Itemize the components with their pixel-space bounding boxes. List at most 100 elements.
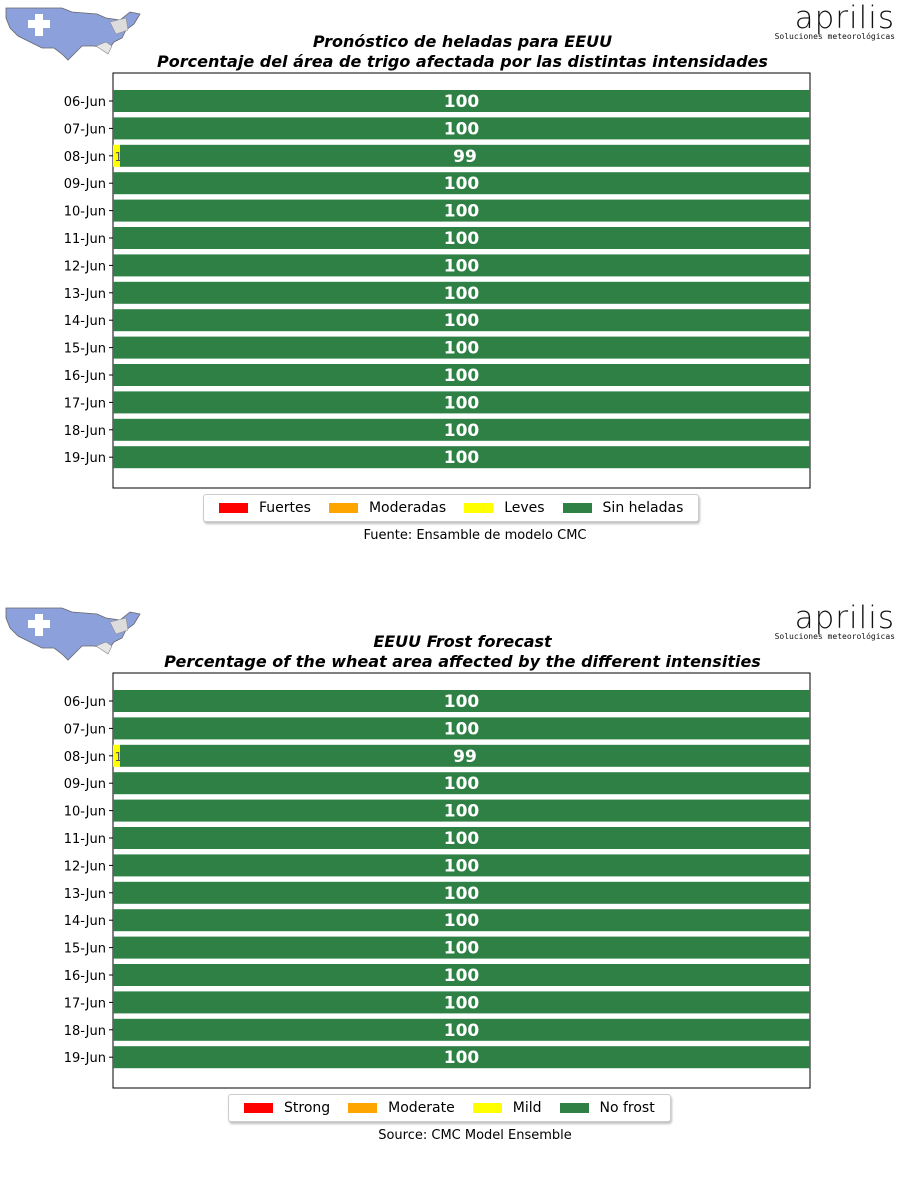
bar-segment-no_frost (113, 799, 810, 822)
us-map-icon (5, 7, 141, 61)
legend-swatch (464, 503, 494, 513)
bar-value-label: 100 (444, 993, 480, 1013)
y-tick-label: 10-Jun (64, 805, 106, 820)
bar-segment-no_frost (113, 1018, 810, 1041)
bar-segment-no_frost (113, 281, 810, 304)
y-tick-label: 15-Jun (64, 942, 106, 957)
bar-value-label: 100 (444, 256, 480, 276)
chart-title-line1: Pronóstico de heladas para EEUU (312, 32, 613, 51)
legend-label: Moderadas (368, 500, 447, 516)
legend-label: Sin heladas (602, 500, 684, 516)
y-tick-label: 06-Jun (64, 95, 106, 110)
bar-value-label: 1 (115, 150, 123, 164)
legend-label: Mild (512, 1100, 542, 1116)
bar-segment-no_frost (113, 227, 810, 249)
source-note: Fuente: Ensamble de modelo CMC (363, 528, 587, 543)
bar-value-label: 100 (444, 311, 480, 331)
legend-swatch (244, 1103, 273, 1113)
brand-name: aprilis (794, 600, 895, 636)
y-tick-label: 14-Jun (64, 314, 106, 329)
y-tick-label: 13-Jun (64, 887, 106, 902)
bar-segment-no_frost (113, 1046, 810, 1069)
legend-label: Fuertes (259, 500, 311, 516)
bar-value-label: 100 (444, 174, 480, 194)
bar-segment-no_frost (113, 90, 810, 112)
bar-value-label: 100 (444, 202, 480, 222)
bar-segment-no_frost (113, 364, 810, 386)
frost-bar-chart: 100 06-Jun 100 07-Jun 1 99 08-Jun 100 09-Jun 100 1… (64, 72, 811, 489)
bar-value-label: 99 (453, 747, 477, 767)
legend-swatch (219, 503, 248, 513)
y-tick-label: 09-Jun (64, 177, 106, 192)
bar-segment-no_frost (113, 254, 810, 277)
bar-value-label: 100 (444, 802, 480, 822)
brand-name: aprilis (794, 0, 895, 36)
bar-value-label: 100 (444, 939, 480, 959)
bar-value-label: 100 (444, 966, 480, 986)
y-tick-label: 11-Jun (64, 232, 106, 247)
chart-panel-spanish: aprilis Soluciones meteorológicas Pronós… (0, 2, 900, 543)
chart-legend: Fuertes Moderadas Leves Sin heladas (203, 494, 700, 522)
legend-swatch (562, 503, 592, 513)
bar-segment-no_frost (113, 690, 810, 712)
bar-segment-no_frost (113, 336, 810, 359)
brand-logo: aprilis Soluciones meteorológicas (770, 2, 895, 42)
legend-swatch (472, 1103, 502, 1113)
chart-title: EEUU Frost forecast Percentage of the wh… (0, 632, 900, 672)
bar-value-label: 1 (115, 750, 123, 764)
y-tick-label: 07-Jun (64, 122, 106, 137)
legend-label: Moderate (388, 1100, 455, 1116)
y-tick-label: 17-Jun (64, 396, 106, 411)
bar-segment-no_frost (113, 309, 810, 332)
bar-value-label: 100 (444, 774, 480, 794)
legend-item-strong: Strong (244, 1100, 330, 1116)
y-tick-label: 19-Jun (64, 1051, 106, 1066)
chart-title-line2: Porcentaje del área de trigo afectada po… (157, 52, 768, 71)
y-tick-label: 09-Jun (64, 777, 106, 792)
y-tick-label: 11-Jun (64, 832, 106, 847)
y-tick-label: 17-Jun (64, 996, 106, 1011)
bar-segment-no_frost (113, 991, 810, 1014)
legend-label: Leves (504, 500, 545, 516)
brand-tagline: Soluciones meteorológicas (774, 632, 895, 641)
bar-segment-no_frost (113, 827, 810, 849)
bar-segment-no_frost (113, 854, 810, 877)
bar-segment-no_frost (113, 117, 810, 140)
bar-value-label: 100 (444, 884, 480, 904)
chart-legend: Strong Moderate Mild No frost (228, 1094, 671, 1122)
y-tick-label: 13-Jun (64, 287, 106, 302)
bar-value-label: 100 (444, 284, 480, 304)
legend-item-no_frost: Sin heladas (562, 500, 684, 516)
y-tick-label: 19-Jun (64, 451, 106, 466)
chart-title: Pronóstico de heladas para EEUU Porcenta… (0, 32, 900, 72)
brand-logo: aprilis Soluciones meteorológicas (770, 602, 895, 642)
bar-segment-no_frost (119, 744, 811, 767)
bar-segment-no_frost (113, 881, 810, 904)
bar-segment-no_frost (113, 446, 810, 469)
y-tick-label: 10-Jun (64, 205, 106, 220)
legend-item-no_frost: No frost (559, 1100, 655, 1116)
bar-value-label: 100 (444, 448, 480, 468)
bar-segment-no_frost (119, 144, 811, 167)
bar-segment-no_frost (113, 199, 810, 222)
legend-label: Strong (284, 1100, 331, 1116)
brand-tagline: Soluciones meteorológicas (774, 32, 895, 41)
legend-item-moderate: Moderate (348, 1100, 455, 1116)
us-map-icon (5, 607, 141, 661)
legend-item-mild: Mild (472, 1100, 542, 1116)
y-tick-label: 07-Jun (64, 722, 106, 737)
bar-value-label: 100 (444, 421, 480, 441)
y-tick-label: 12-Jun (64, 259, 106, 274)
chart-title-line1: EEUU Frost forecast (373, 632, 552, 651)
bar-value-label: 100 (444, 393, 480, 413)
y-tick-label: 06-Jun (64, 695, 106, 710)
bar-segment-mild (113, 744, 120, 767)
bar-segment-no_frost (113, 772, 810, 795)
legend-item-strong: Fuertes (219, 500, 311, 516)
bar-segment-no_frost (113, 391, 810, 414)
bar-value-label: 100 (444, 229, 480, 249)
legend-item-mild: Leves (464, 500, 545, 516)
y-tick-label: 12-Jun (64, 859, 106, 874)
bar-segment-no_frost (113, 172, 810, 195)
y-tick-label: 15-Jun (64, 342, 106, 357)
